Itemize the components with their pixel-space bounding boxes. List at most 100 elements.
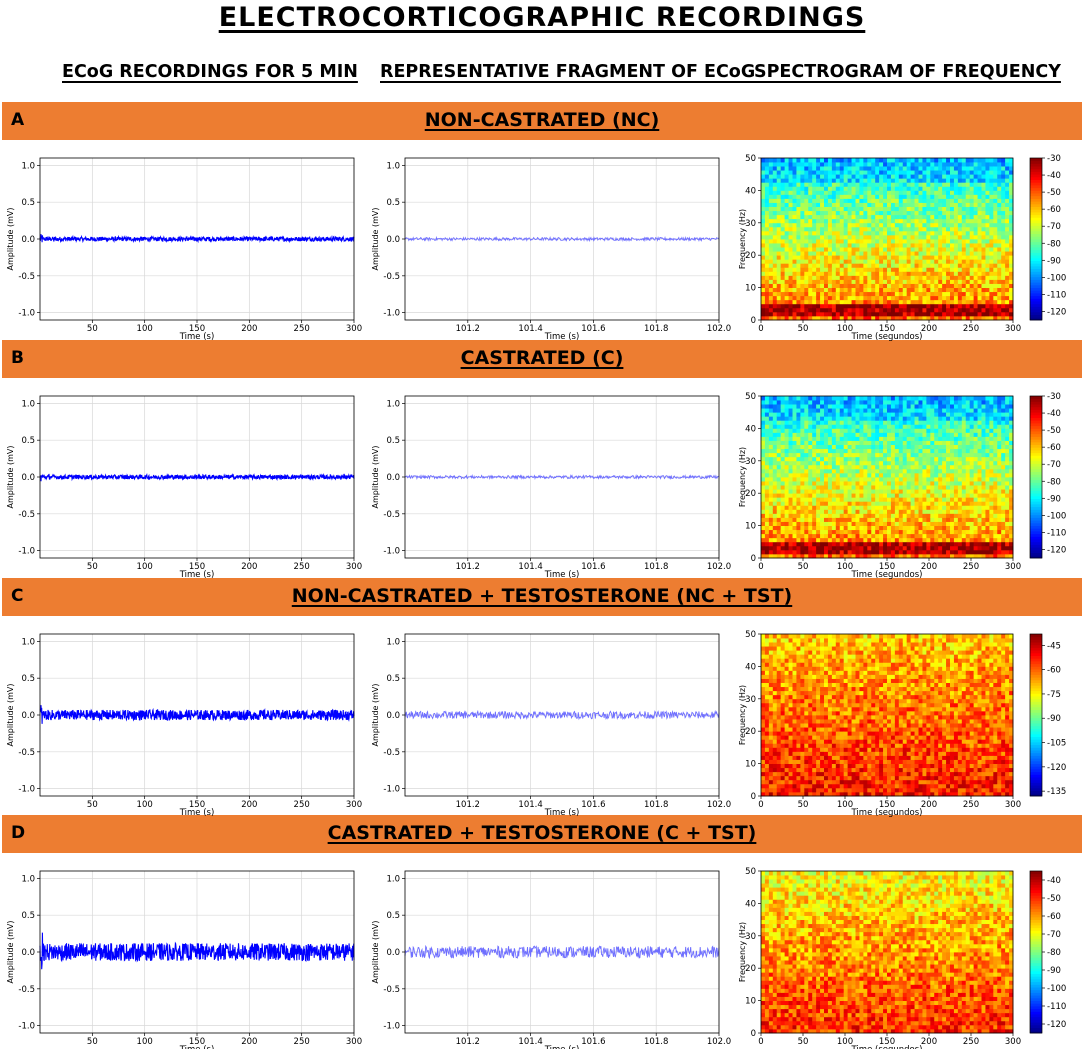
spectrogram-cell [804,251,809,256]
spectrogram-cell [1009,182,1014,187]
spectrogram-cell [953,400,959,405]
spectrogram-cell [796,182,801,187]
spectrogram-cell [879,287,884,293]
spectrogram-cell [780,549,786,555]
spectrogram-cell [796,198,801,203]
spectrogram-cell [867,255,872,260]
spectrogram-cell [796,541,801,547]
spectrogram-cell [910,251,915,256]
spectrogram-cell [804,553,809,559]
spectrogram-cell [808,315,813,321]
spectrogram-cell [800,452,805,458]
spectrogram-cell [879,432,884,437]
spectrogram-cell [965,509,971,514]
spectrogram-cell [839,279,845,284]
spectrogram-cell [824,299,829,305]
spectrogram-cell [961,315,967,321]
spectrogram-cell [993,255,998,260]
spectrogram-cell [957,456,963,462]
spectrogram-cell [780,420,786,425]
spectrogram-cell [977,513,982,518]
spectrogram-cell [890,226,896,232]
spectrogram-cell [973,234,978,240]
spectrogram-cell [792,178,797,183]
spectrogram-cell [942,525,947,531]
spectrogram-cell [918,311,923,317]
spectrogram-cell [887,456,892,462]
spectrogram-cell [938,279,943,284]
spectrogram-cell [977,198,982,203]
spectrogram-cell [804,533,809,539]
x-axis-label: Time (s) [179,570,215,580]
spectrogram-cell [820,279,825,284]
spectrogram-cell [946,287,951,293]
spectrogram-cell [796,489,801,494]
spectrogram-cell [855,489,860,494]
spectrogram-cell [863,464,868,470]
spectrogram-cell [792,194,797,199]
spectrogram-cell [898,255,904,260]
spectrogram-cell [965,448,971,454]
spectrogram-cell [835,222,841,228]
spectrogram-cell [902,170,908,175]
spectrogram-cell [926,416,931,421]
spectrogram-cell [859,271,864,276]
spectrogram-cell [977,440,982,445]
spectrogram-cell [887,279,892,284]
spectrogram-cell [839,412,845,417]
spectrogram-cell [930,493,935,498]
spectrogram-cell [867,315,872,321]
spectrogram-cell [930,178,935,183]
spectrogram-cell [977,166,982,171]
spectrogram-cell [942,505,947,510]
spectrogram-cell [835,190,841,195]
spectrogram-cell [851,182,856,187]
spectrogram-cell [812,416,817,421]
spectrogram-cell [780,517,786,522]
spectrogram-cell [883,460,888,466]
spectrogram-cell [867,396,872,401]
spectrogram-cell [918,472,923,478]
spectrogram-cell [894,158,900,163]
spectrogram-cell [835,517,841,522]
spectrogram-cell [950,198,955,203]
spectrogram-cell [879,255,884,260]
spectrogram-cell [851,291,856,297]
spectrogram-cell [780,505,786,510]
spectrogram-cell [816,186,821,191]
spectrogram-cell [981,307,986,313]
colorbar-segment [1030,209,1042,213]
x-tick-label: 101.2 [456,324,480,334]
spectrogram-cell [965,432,971,437]
spectrogram-cell [804,436,809,441]
spectrogram-cell [776,162,782,167]
spectrogram-cell [839,416,845,421]
spectrogram-cell [859,460,864,466]
spectrogram-cell [792,420,797,425]
spectrogram-cell [934,501,939,506]
spectrogram-cell [835,444,841,450]
y-axis-label: Amplitude (mV) [6,207,15,270]
spectrogram-cell [1009,190,1014,195]
spectrogram-cell [824,303,829,309]
spectrogram-cell [997,210,1002,216]
spectrogram-cell [887,295,892,301]
spectrogram-cell [761,493,766,498]
spectrogram-cell [942,464,947,470]
spectrogram-cell [804,404,809,409]
spectrogram-cell [953,472,959,478]
spectrogram-cell [890,214,896,220]
spectrogram-cell [780,432,786,437]
spectrogram-cell [855,513,860,518]
spectrogram-cell [824,218,829,224]
spectrogram-cell [843,529,849,535]
spectrogram-cell [776,412,782,417]
spectrogram-cell [796,432,801,437]
spectrogram-cell [800,549,805,555]
spectrogram-cell [788,226,793,232]
spectrogram-cell [957,400,963,405]
spectrogram-cell [859,481,864,486]
spectrogram-cell [796,239,801,244]
spectrogram-cell [942,408,947,413]
spectrogram-cell [942,255,947,260]
